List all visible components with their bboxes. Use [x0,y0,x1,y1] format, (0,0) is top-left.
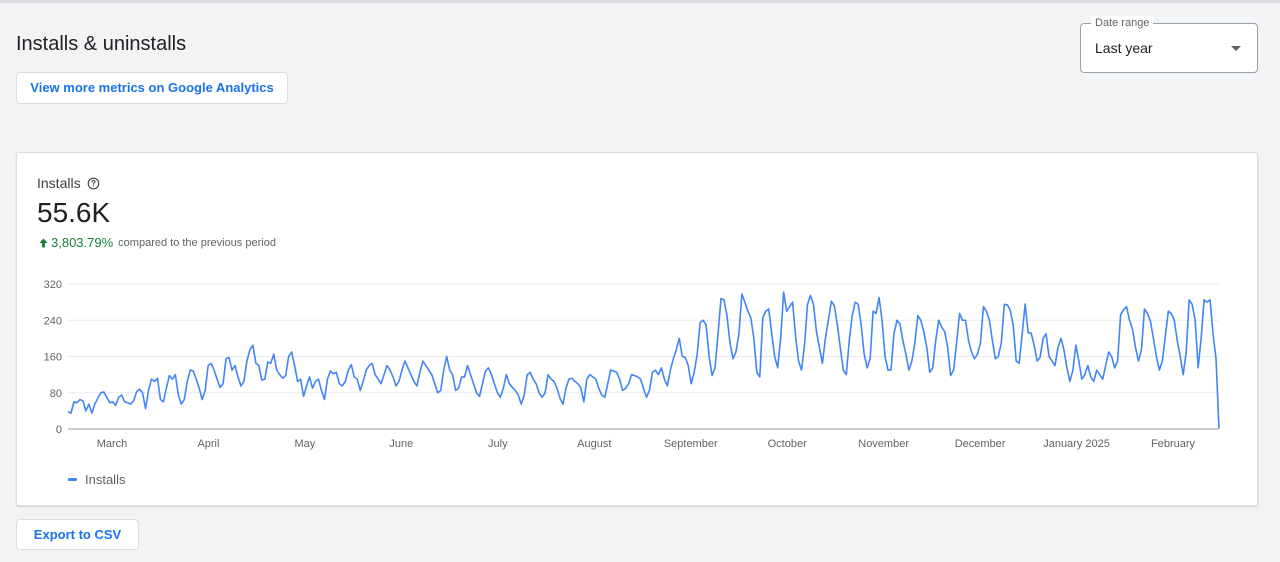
x-tick-label: April [197,438,219,450]
metric-title-label: Installs [37,175,81,191]
date-range-value: Last year [1095,40,1153,56]
y-tick-label: 0 [56,424,62,436]
date-range-label: Date range [1091,16,1154,30]
installs-card: 0 80 160 240 320 March April May June July August… [16,152,1258,506]
metric-title: Installs [37,175,100,191]
legend-swatch [68,478,77,481]
installs-chart: 0 80 160 240 320 March April May June July August… [44,279,1220,450]
chart-y-axis: 0 80 160 240 320 [44,279,62,436]
x-tick-label: August [577,438,611,450]
x-tick-label: June [389,438,413,450]
change-percentage: 3,803.79% [51,235,114,250]
y-tick-label: 320 [44,279,62,291]
x-tick-label: March [97,438,128,450]
x-tick-label: February [1151,438,1196,450]
change-description: compared to the previous period [118,236,276,249]
x-tick-label: May [295,438,316,450]
metric-value: 55.6K [37,197,111,228]
chart-gridlines [68,283,1219,430]
dropdown-arrow-icon [1231,46,1241,51]
legend-label: Installs [85,472,126,487]
y-tick-label: 80 [50,388,62,400]
x-tick-label: July [488,438,508,450]
top-divider [0,0,1280,3]
chart-x-axis: March April May June July August September Octo… [97,438,1196,450]
arrow-up-icon [39,238,48,247]
chart-legend[interactable]: Installs [68,472,125,487]
series-line-installs [67,291,1220,429]
y-tick-label: 160 [44,352,62,364]
date-range-select[interactable]: Date range Last year [1080,16,1258,73]
x-tick-label: October [768,438,807,450]
export-csv-button[interactable]: Export to CSV [16,519,139,550]
x-tick-label: January 2025 [1043,438,1110,450]
x-tick-label: November [858,438,909,450]
y-tick-label: 240 [44,315,62,327]
view-google-analytics-button[interactable]: View more metrics on Google Analytics [16,72,288,104]
help-icon[interactable] [87,177,100,190]
x-tick-label: December [955,438,1006,450]
metric-change: 3,803.79% compared to the previous perio… [39,235,276,250]
page-title: Installs & uninstalls [16,33,187,55]
x-tick-label: September [664,438,718,450]
